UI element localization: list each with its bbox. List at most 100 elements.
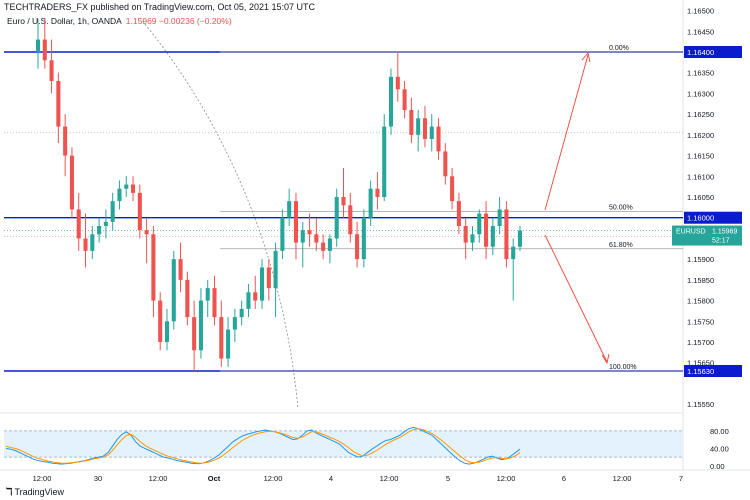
time-tick-label: 6: [562, 474, 566, 483]
candle: [212, 275, 217, 326]
candle: [246, 284, 251, 318]
candle-body: [232, 317, 237, 330]
candle-body: [124, 184, 129, 189]
candle-body: [490, 226, 495, 247]
current-price-label: 1.15969: [712, 229, 737, 236]
candle: [511, 238, 516, 301]
price-tick-label: 1.16450: [687, 27, 714, 36]
countdown-label: 52:17: [712, 238, 730, 245]
candle: [124, 176, 129, 197]
publish-info: TECHTRADERS_FX published on TradingView.…: [4, 2, 315, 12]
price-tick-label: 1.16050: [687, 193, 714, 202]
candle: [49, 39, 54, 94]
candle: [334, 188, 339, 247]
price-tick-label: 1.15750: [687, 317, 714, 326]
candle-body: [355, 234, 360, 260]
candle: [321, 234, 326, 260]
candle-body: [239, 308, 244, 318]
candle: [314, 217, 319, 251]
candle: [192, 300, 197, 371]
candle: [56, 72, 61, 144]
candle: [409, 97, 414, 144]
up-projection-arrow: [544, 54, 589, 211]
candle-body: [212, 288, 217, 318]
candle: [484, 201, 489, 260]
candle-body: [287, 201, 292, 218]
candle: [63, 114, 68, 177]
stoch-series-line: [5, 426, 521, 465]
candle: [185, 271, 190, 326]
candle-body: [450, 176, 455, 202]
candle-body: [368, 188, 373, 218]
candle: [450, 168, 455, 210]
candle-body: [110, 201, 115, 222]
tradingview-brand[interactable]: ℸ TradingView: [6, 487, 64, 498]
candle: [287, 188, 292, 226]
candle-body: [334, 197, 339, 239]
candle: [205, 279, 210, 318]
time-tick-label: 4: [329, 474, 333, 483]
candle: [470, 226, 475, 251]
candle-body: [293, 201, 299, 243]
stoch-tick-label: 0.00: [710, 462, 725, 471]
candle-body: [456, 201, 461, 226]
candle: [144, 217, 149, 264]
candle-body: [226, 329, 231, 359]
candle: [395, 52, 400, 102]
price-tick-label: 1.15900: [687, 255, 714, 264]
candle: [361, 209, 366, 268]
candle-body: [443, 151, 448, 177]
price-tick-label: 1.16150: [687, 152, 714, 161]
candle: [226, 317, 231, 367]
time-tick-label: Oct: [208, 474, 221, 483]
candle: [198, 288, 203, 359]
level-axis-label: 1.16400: [687, 48, 714, 57]
candle: [219, 300, 224, 367]
candle-body: [192, 317, 197, 351]
candle-body: [504, 209, 509, 260]
fib-level-label: 61.80%: [609, 242, 633, 249]
time-axis: 12:00 30 12:00 Oct 12:00 4 12:00 5 12:00 6 12:00 7: [33, 474, 683, 483]
up-arrow-head: [581, 52, 591, 63]
price-tick-label: 1.15550: [687, 400, 714, 409]
tradingview-logo-icon: ℸ: [6, 487, 13, 498]
candle-body: [382, 126, 387, 197]
candle: [151, 226, 156, 318]
candle-body: [151, 234, 156, 301]
fib-level-label: 0.00%: [609, 45, 629, 52]
candle: [232, 308, 237, 342]
candle: [42, 18, 47, 69]
candle-body: [158, 300, 163, 342]
candle-body: [137, 192, 142, 231]
candle: [137, 184, 142, 239]
candle-body: [314, 234, 319, 243]
candle-body: [484, 213, 489, 247]
candle: [103, 209, 108, 239]
symbol-badge-label: EURUSD: [676, 229, 706, 236]
time-tick-label: 7: [679, 474, 683, 483]
fib-level-label: 50.00%: [609, 205, 633, 212]
candle: [35, 18, 41, 69]
time-tick-label: 12:00: [33, 474, 52, 483]
candle: [368, 180, 373, 226]
candle-body: [348, 205, 353, 235]
price-tick-label: 1.16100: [687, 172, 714, 181]
candle: [164, 308, 170, 351]
price-tick-label: 1.15800: [687, 297, 714, 306]
candle-body: [517, 230, 523, 247]
down-arrow-head: [601, 353, 610, 365]
candle: [259, 259, 265, 309]
candle-body: [42, 39, 47, 61]
price-tick-label: 1.16300: [687, 89, 714, 98]
candle-body: [171, 259, 176, 322]
candle: [300, 221, 305, 268]
candle: [178, 242, 183, 293]
candle-body: [246, 292, 251, 309]
candle-body: [436, 126, 441, 152]
candle-body: [266, 267, 271, 289]
candle: [402, 81, 407, 119]
candle: [490, 217, 495, 255]
stoch-series-line: [5, 428, 521, 464]
